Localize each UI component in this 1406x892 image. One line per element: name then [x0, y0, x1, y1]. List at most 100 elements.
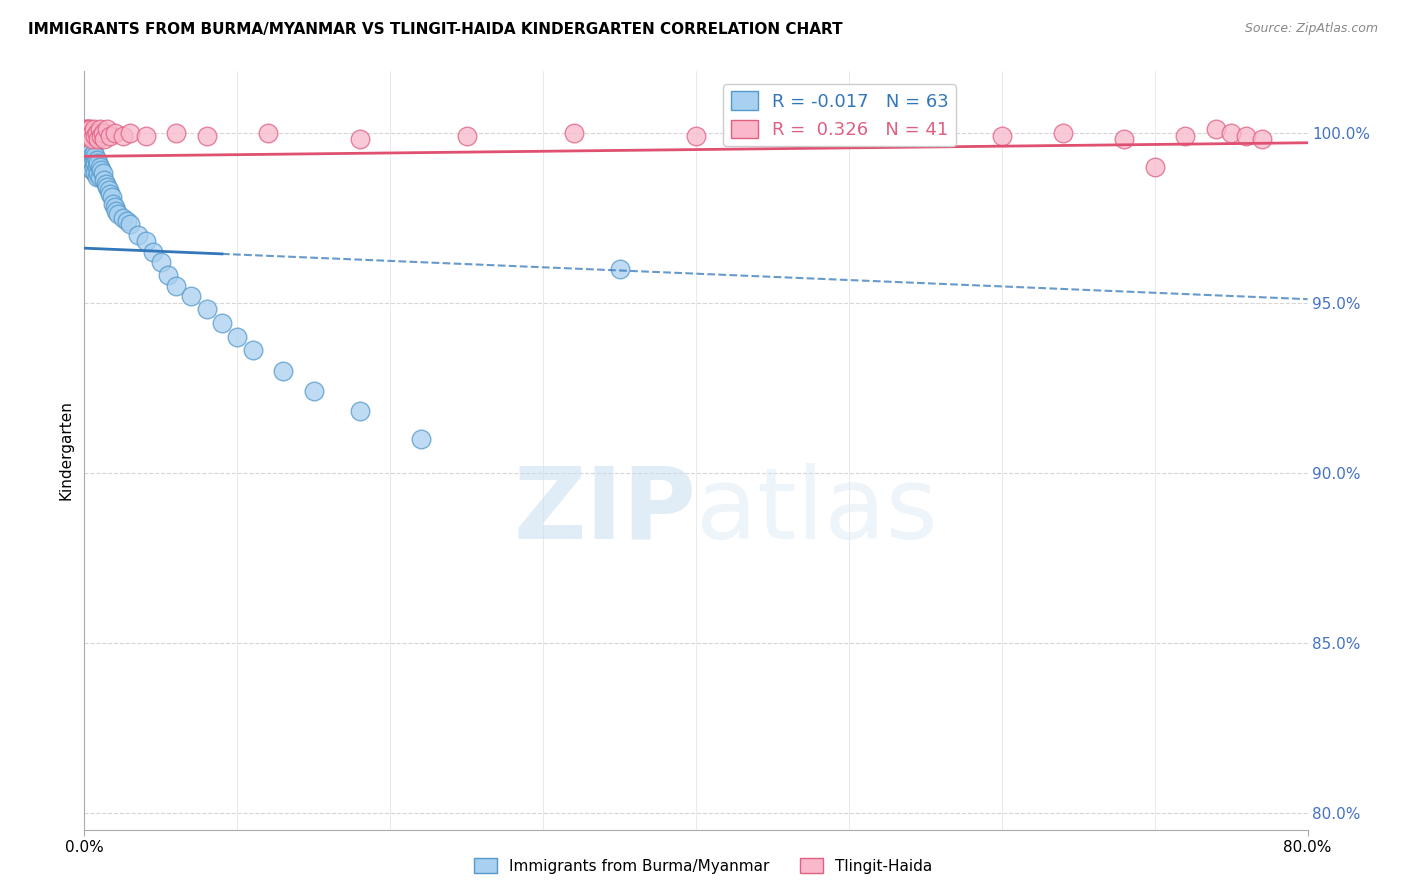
Point [96, 122, 118, 136]
Point [1220, 126, 1243, 140]
Y-axis label: Kindergarten: Kindergarten [58, 401, 73, 500]
Point [104, 200, 127, 214]
Point [271, 363, 294, 377]
Point [456, 128, 478, 143]
Point [1174, 128, 1197, 143]
Point [103, 197, 125, 211]
Point [80, 156, 103, 170]
Point [75, 128, 97, 143]
Point [86, 169, 108, 184]
Point [77, 122, 100, 136]
Point [120, 126, 142, 140]
Point [87, 132, 110, 146]
Text: atlas: atlas [696, 463, 938, 559]
Point [91, 166, 114, 180]
Point [562, 126, 585, 140]
Point [76, 139, 98, 153]
Point [1052, 126, 1074, 140]
Point [349, 132, 371, 146]
Point [77, 128, 100, 143]
Point [84, 128, 107, 143]
Point [77, 143, 100, 157]
Point [149, 254, 172, 268]
Point [76, 145, 98, 160]
Point [1143, 160, 1166, 174]
Point [75, 122, 97, 136]
Point [96, 180, 118, 194]
Point [80, 126, 103, 140]
Point [93, 173, 115, 187]
Point [609, 261, 631, 276]
Point [84, 166, 107, 180]
Point [115, 214, 138, 228]
Point [79, 145, 101, 160]
Point [211, 316, 233, 330]
Point [195, 302, 218, 317]
Point [89, 169, 111, 184]
Point [89, 160, 111, 174]
Point [120, 218, 142, 232]
Point [135, 235, 157, 249]
Point [80, 143, 103, 157]
Point [80, 149, 103, 163]
Point [838, 122, 860, 136]
Point [76, 153, 98, 167]
Point [101, 190, 124, 204]
Point [77, 149, 100, 163]
Point [93, 132, 115, 146]
Point [91, 126, 114, 140]
Point [195, 128, 218, 143]
Point [991, 128, 1014, 143]
Point [107, 207, 129, 221]
Point [84, 149, 107, 163]
Point [1236, 128, 1258, 143]
Point [685, 128, 707, 143]
Point [87, 156, 110, 170]
Legend: R = -0.017   N = 63, R =  0.326   N = 41: R = -0.017 N = 63, R = 0.326 N = 41 [723, 84, 956, 146]
Point [157, 268, 180, 283]
Point [79, 153, 101, 167]
Point [87, 166, 110, 180]
Point [80, 163, 103, 178]
Point [111, 128, 134, 143]
Point [349, 404, 371, 418]
Point [1250, 132, 1272, 146]
Point [77, 160, 100, 174]
Point [76, 122, 98, 136]
Point [75, 132, 97, 146]
Point [302, 384, 325, 398]
Point [226, 329, 249, 343]
Legend: Immigrants from Burma/Myanmar, Tlingit-Haida: Immigrants from Burma/Myanmar, Tlingit-H… [468, 852, 938, 880]
Text: Source: ZipAtlas.com: Source: ZipAtlas.com [1244, 22, 1378, 36]
Point [79, 139, 101, 153]
Point [98, 128, 121, 143]
Point [83, 160, 105, 174]
Point [165, 278, 187, 293]
Point [97, 183, 120, 197]
Point [77, 136, 100, 150]
Point [76, 128, 98, 143]
Point [105, 203, 128, 218]
Point [127, 227, 149, 242]
Point [1114, 132, 1136, 146]
Point [180, 289, 202, 303]
Point [83, 153, 105, 167]
Point [142, 244, 165, 259]
Point [1205, 122, 1227, 136]
Point [80, 132, 103, 146]
Point [98, 186, 121, 201]
Point [409, 432, 432, 446]
Point [111, 211, 134, 225]
Point [90, 163, 112, 178]
Point [86, 126, 108, 140]
Text: IMMIGRANTS FROM BURMA/MYANMAR VS TLINGIT-HAIDA KINDERGARTEN CORRELATION CHART: IMMIGRANTS FROM BURMA/MYANMAR VS TLINGIT… [28, 22, 842, 37]
Point [79, 122, 101, 136]
Point [165, 126, 187, 140]
Point [242, 343, 264, 358]
Point [86, 153, 108, 167]
Text: ZIP: ZIP [513, 463, 696, 559]
Point [135, 128, 157, 143]
Point [257, 126, 280, 140]
Point [104, 126, 127, 140]
Point [90, 128, 112, 143]
